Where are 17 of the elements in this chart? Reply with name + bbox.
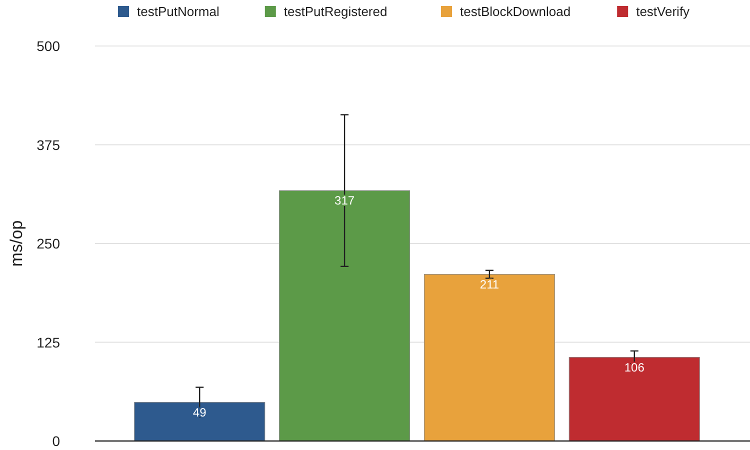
bar bbox=[424, 274, 555, 442]
y-tick-label: 250 bbox=[36, 236, 60, 252]
y-tick-label: 125 bbox=[36, 334, 60, 350]
legend-label: testBlockDownload bbox=[460, 4, 571, 19]
bar bbox=[134, 402, 266, 442]
y-axis-title: ms/op bbox=[7, 220, 26, 267]
y-tick-label: 500 bbox=[36, 38, 60, 54]
legend-label: testPutNormal bbox=[137, 4, 220, 19]
legend-label: testPutRegistered bbox=[284, 4, 388, 19]
y-tick-label: 0 bbox=[52, 433, 60, 449]
data-label: 211 bbox=[480, 277, 500, 292]
y-tick-label: 375 bbox=[36, 136, 60, 153]
bar bbox=[568, 356, 700, 442]
data-label: 106 bbox=[624, 360, 645, 374]
legend-label: testVerify bbox=[636, 4, 690, 19]
data-label: 49 bbox=[192, 405, 207, 420]
bar bbox=[279, 190, 410, 442]
